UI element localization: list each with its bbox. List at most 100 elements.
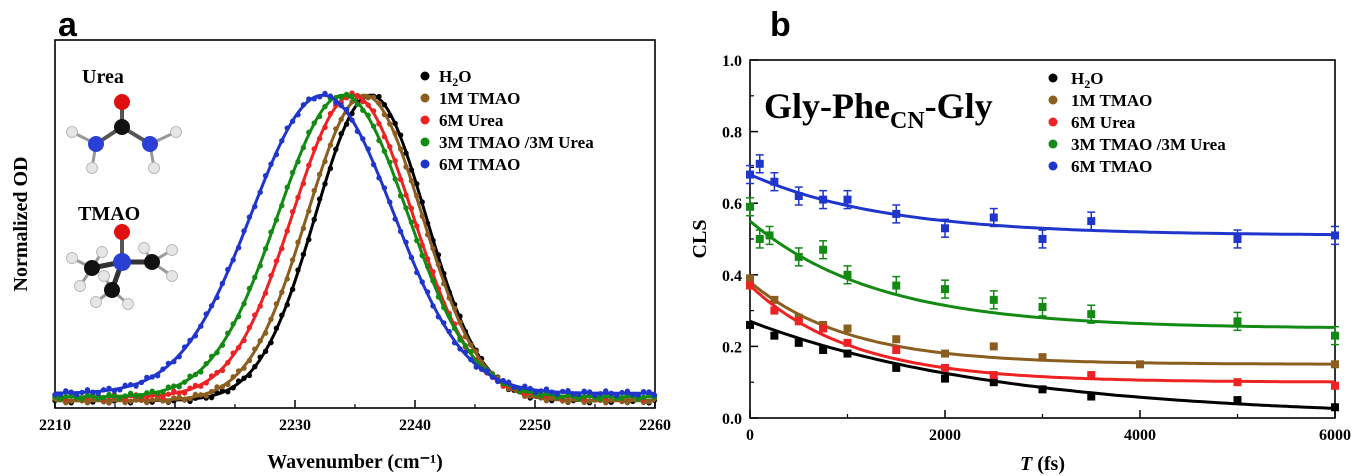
- data-point: [198, 383, 204, 389]
- data-point: [430, 269, 436, 275]
- data-point: [1331, 403, 1339, 412]
- data-point: [284, 302, 290, 308]
- data-point: [397, 193, 404, 199]
- data-point: [549, 389, 555, 395]
- data-point: [230, 374, 236, 380]
- panel-b-chart: 0 2000 4000 6000 0.0 0.2 0.4 0.6 0.8 1.0 T (fs) CLS…: [689, 53, 1351, 475]
- data-point: [397, 228, 404, 235]
- data-point: [187, 395, 193, 402]
- data-point: [581, 394, 587, 400]
- data-point: [289, 118, 296, 125]
- data-point: [338, 116, 344, 123]
- data-point: [1331, 360, 1339, 369]
- data-point: [624, 388, 631, 394]
- data-point: [316, 196, 323, 202]
- data-point: [843, 324, 852, 333]
- data-point: [176, 383, 182, 390]
- data-point: [1087, 310, 1096, 319]
- x-tick-label: 2260: [639, 417, 671, 434]
- data-point: [235, 344, 242, 351]
- data-point: [322, 158, 328, 165]
- data-point: [403, 150, 409, 156]
- data-point: [376, 93, 382, 100]
- data-point: [619, 389, 625, 396]
- data-point: [284, 228, 290, 234]
- data-point: [414, 223, 420, 229]
- data-point: [1087, 371, 1096, 380]
- data-point: [746, 170, 754, 179]
- data-point: [333, 99, 339, 106]
- data-point: [219, 367, 226, 374]
- data-point: [235, 245, 242, 251]
- data-point: [68, 389, 74, 395]
- x-tick-label: 2210: [39, 417, 71, 434]
- data-point: [892, 345, 901, 354]
- data-point: [408, 178, 415, 184]
- y-axis-label: CLS: [689, 220, 711, 259]
- data-point: [241, 375, 247, 381]
- data-point: [630, 391, 636, 398]
- data-point: [106, 399, 112, 405]
- data-point: [1331, 381, 1339, 390]
- x-tick-label: 2220: [159, 417, 191, 434]
- data-point: [279, 289, 285, 295]
- data-point: [198, 323, 204, 329]
- data-point: [149, 388, 155, 394]
- data-point: [306, 236, 312, 243]
- data-point: [230, 321, 236, 327]
- data-point: [441, 320, 447, 326]
- data-point: [252, 274, 258, 280]
- data-point: [257, 338, 263, 344]
- data-point: [381, 148, 388, 154]
- data-point: [198, 369, 204, 375]
- data-point: [338, 102, 344, 109]
- data-point: [435, 294, 442, 300]
- data-point: [392, 130, 398, 136]
- data-point: [516, 385, 523, 391]
- data-point: [117, 395, 123, 402]
- data-point: [505, 379, 512, 385]
- data-point: [403, 164, 409, 170]
- data-point: [246, 357, 253, 364]
- data-point: [457, 337, 463, 343]
- data-point: [311, 120, 317, 126]
- tmao-label: TMAO: [78, 203, 140, 225]
- data-point: [57, 396, 64, 402]
- data-point: [592, 392, 598, 398]
- data-point: [241, 228, 247, 234]
- data-point: [235, 313, 242, 320]
- legend-label: 3M TMAO /3M Urea: [439, 133, 594, 152]
- data-point: [343, 106, 350, 113]
- data-point: [214, 369, 220, 376]
- data-point: [127, 398, 134, 404]
- data-point: [446, 313, 452, 319]
- data-point: [322, 90, 328, 97]
- legend-label: 1M TMAO: [439, 89, 520, 108]
- data-point: [343, 91, 350, 98]
- data-point: [171, 383, 177, 389]
- legend-label: 3M TMAO /3M Urea: [1071, 135, 1226, 154]
- data-point: [316, 94, 323, 100]
- data-point: [989, 378, 998, 387]
- data-point: [154, 373, 161, 379]
- data-point: [565, 387, 571, 394]
- data-point: [1038, 353, 1047, 362]
- data-point: [289, 286, 296, 293]
- data-point: [397, 176, 404, 183]
- data-point: [84, 387, 91, 393]
- data-point: [176, 390, 182, 396]
- legend-marker: [420, 137, 430, 147]
- data-point: [63, 388, 69, 394]
- data-point: [403, 192, 409, 198]
- data-point: [300, 102, 307, 108]
- data-point: [419, 213, 425, 219]
- data-point: [68, 398, 74, 404]
- data-point: [203, 361, 209, 367]
- data-point: [941, 374, 949, 383]
- data-point: [403, 239, 409, 245]
- data-point: [214, 294, 220, 301]
- legend-marker: [1048, 95, 1058, 105]
- data-point: [419, 279, 425, 285]
- series-4: [52, 90, 658, 399]
